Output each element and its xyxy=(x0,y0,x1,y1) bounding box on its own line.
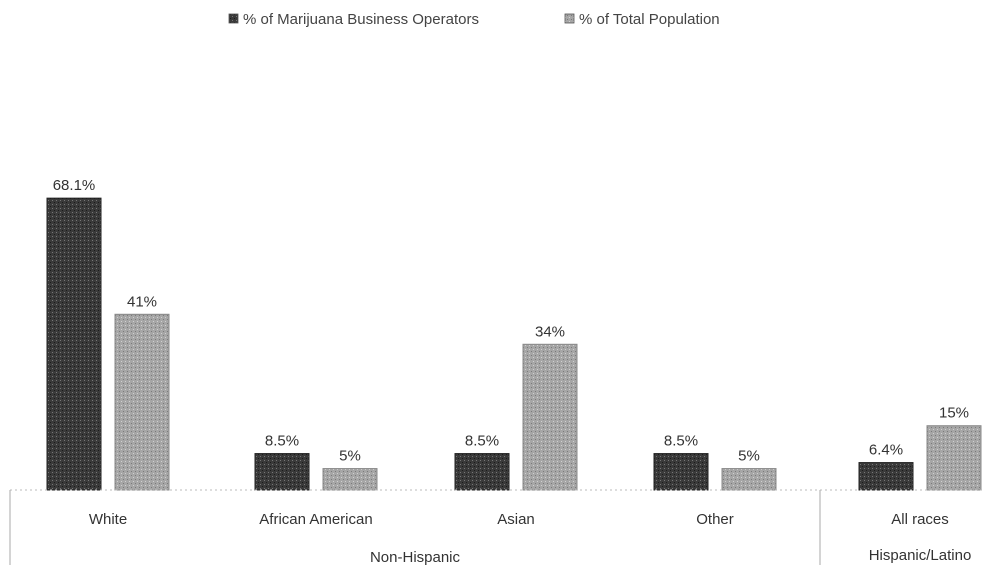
data-label-operators-3: 8.5% xyxy=(664,433,698,450)
bar-population-1 xyxy=(322,468,378,491)
data-label-operators-4: 6.4% xyxy=(869,442,903,459)
bars-layer xyxy=(46,197,982,491)
bar-population-2 xyxy=(522,343,578,491)
bar-operators-1 xyxy=(254,453,310,491)
x-tick-label-4: All races xyxy=(891,511,949,528)
data-label-population-2: 34% xyxy=(535,323,565,340)
value-labels-layer: 68.1% 41% 8.5% 5% 8.5% 34% 8.5% 5% 6.4% 15% xyxy=(53,177,969,464)
x-tick-label-1: African American xyxy=(259,511,372,528)
x-tick-label-0: White xyxy=(89,511,127,528)
x-tick-label-2: Asian xyxy=(497,511,535,528)
data-label-operators-2: 8.5% xyxy=(465,433,499,450)
group-label-non-hispanic: Non-Hispanic xyxy=(370,549,461,566)
data-label-population-1: 5% xyxy=(339,448,361,465)
legend-swatch-operators xyxy=(228,13,239,24)
bar-population-3 xyxy=(721,468,777,491)
legend-label-population: % of Total Population xyxy=(579,11,720,28)
bar-operators-2 xyxy=(454,453,510,491)
group-label-hispanic-latino: Hispanic/Latino xyxy=(869,547,972,564)
legend-label-operators: % of Marijuana Business Operators xyxy=(243,11,479,28)
axis-layer: White African American Asian Other All races… xyxy=(9,489,985,566)
bar-population-4 xyxy=(926,425,982,491)
bar-population-0 xyxy=(114,313,170,491)
data-label-population-0: 41% xyxy=(127,293,157,310)
legend: % of Marijuana Business Operators % of To… xyxy=(228,11,720,28)
bar-operators-4 xyxy=(858,462,914,491)
data-label-operators-1: 8.5% xyxy=(265,433,299,450)
x-tick-label-3: Other xyxy=(696,511,734,528)
bar-operators-3 xyxy=(653,453,709,491)
data-label-operators-0: 68.1% xyxy=(53,177,96,194)
data-label-population-3: 5% xyxy=(738,448,760,465)
bar-operators-0 xyxy=(46,197,102,491)
legend-swatch-population xyxy=(564,13,575,24)
data-label-population-4: 15% xyxy=(939,405,969,422)
